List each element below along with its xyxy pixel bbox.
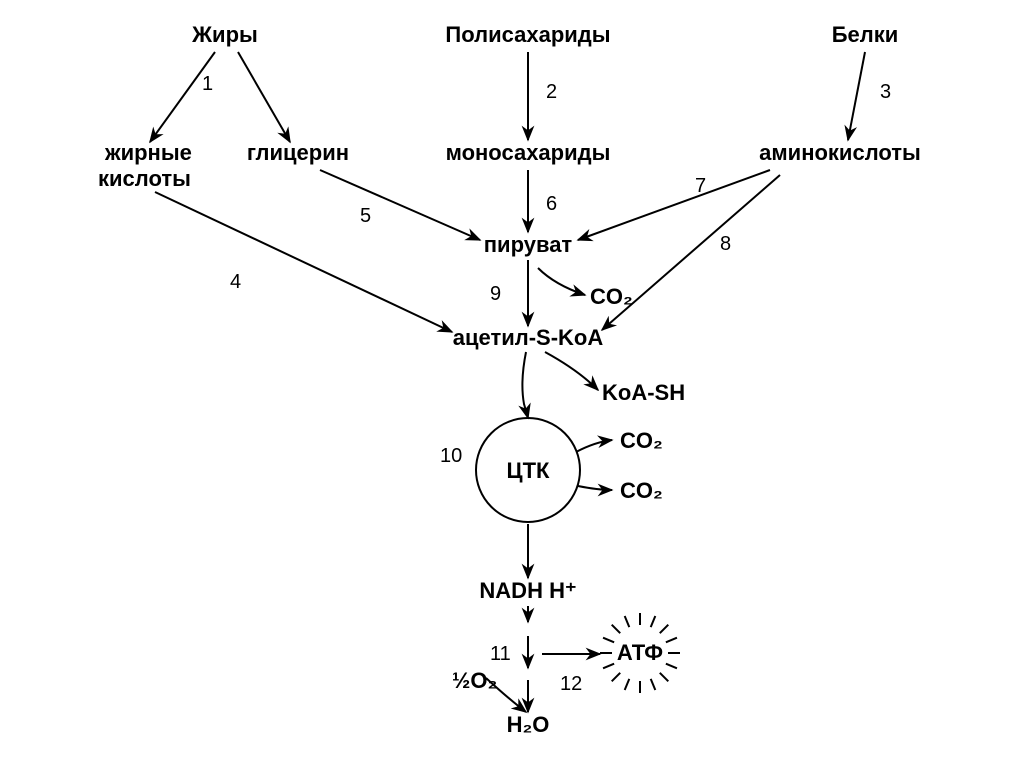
node-co2c: CO₂ (620, 478, 663, 503)
node-poly: Полисахариды (445, 22, 610, 47)
node-acoa: ацетил-S-KoA (453, 325, 604, 350)
e-fa-acoa (155, 192, 452, 332)
e-ctk-co2-2 (578, 486, 612, 490)
node-co2b: CO₂ (620, 428, 663, 453)
num-n1: 1 (202, 73, 213, 95)
node-co2a: CO₂ (590, 284, 633, 309)
num-n6: 6 (546, 193, 557, 215)
e-acoa-ctk-in (522, 352, 528, 418)
node-atp: АТФ (617, 640, 663, 665)
num-n3: 3 (880, 81, 891, 103)
num-n9: 9 (490, 283, 501, 305)
metabolism-diagram: Жиры Полисахариды Белки жирныекислоты глицер… (0, 0, 1024, 767)
node-fats: Жиры (191, 22, 258, 47)
num-n12: 12 (560, 673, 582, 695)
node-amino: аминокислоты (759, 140, 921, 165)
node-prot: Белки (832, 22, 899, 47)
num-n11: 11 (490, 643, 511, 665)
num-n10: 10 (440, 445, 462, 467)
node-mono: моносахариды (446, 140, 611, 165)
num-n5: 5 (360, 205, 371, 227)
e-prot-amino (848, 52, 865, 140)
node-o2: ½O₂ (452, 668, 497, 693)
node-h2o: H₂O (507, 712, 550, 737)
node-fa2: кислоты (98, 166, 191, 191)
node-gly: глицерин (247, 140, 349, 165)
e-pyr-co2 (538, 268, 585, 295)
node-ctk: ЦТК (507, 458, 551, 483)
num-n8: 8 (720, 233, 731, 255)
num-n4: 4 (230, 271, 241, 293)
node-nadh: NADH H⁺ (479, 578, 576, 603)
e-amino-pyr (578, 170, 770, 240)
num-n2: 2 (546, 81, 557, 103)
e-ctk-co2-1 (576, 440, 612, 452)
e-acoa-koash (545, 352, 598, 390)
num-n7: 7 (695, 175, 706, 197)
e-fats-gly (238, 52, 290, 142)
e-gly-pyr (320, 170, 480, 240)
node-fa1: жирные (104, 140, 192, 165)
node-koash: KoA-SH (602, 380, 685, 405)
e-fats-fa (150, 52, 215, 142)
labels: Жиры Полисахариды Белки жирныекислоты глицер… (98, 22, 921, 737)
node-pyr: пируват (484, 232, 573, 257)
